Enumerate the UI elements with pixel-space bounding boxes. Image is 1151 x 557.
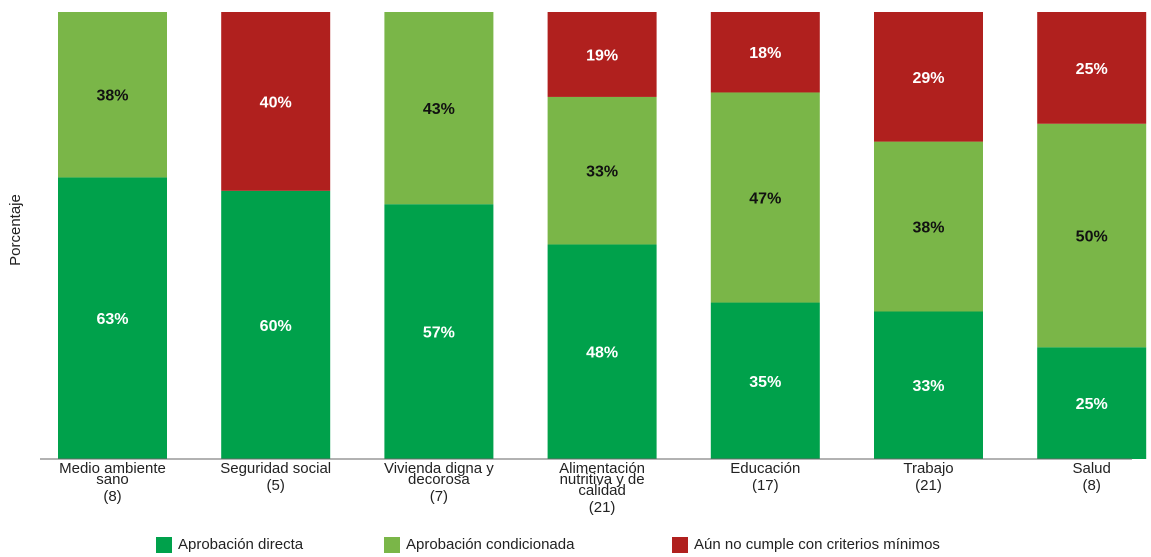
bar-segment-aprobacion-condicionada-educacion — [710, 92, 820, 303]
x-tick-label-medio-ambiente-sano-line-1: Medio ambiente — [59, 460, 166, 477]
bar-segment-aprobacion-condicionada-salud — [1037, 123, 1147, 348]
legend-swatch-aprobacion-condicionada — [384, 536, 400, 553]
data-label-aprobacion-directa-seguridad-social: 60% — [260, 318, 292, 335]
bar-segment-aprobacion-condicionada-alimentacion-nutritiva-y-de-calidad — [547, 96, 657, 245]
bar-segment-aun-no-cumple-con-criterios-minimos-alimentacion-nutritiva-y-de-calidad — [547, 12, 657, 97]
x-tick-label-salud-line-1: Salud — [1073, 460, 1111, 477]
x-tick-count-educacion: (17) — [752, 477, 779, 494]
bar-segment-aun-no-cumple-con-criterios-minimos-trabajo — [874, 12, 983, 142]
x-tick-label-alimentacion-nutritiva-y-de-calidad-line-2: nutritiva y de — [560, 471, 645, 488]
data-label-aprobacion-directa-medio-ambiente-sano: 63% — [96, 311, 128, 328]
data-label-aprobacion-condicionada-alimentacion-nutritiva-y-de-calidad: 33% — [586, 164, 618, 181]
data-label-aprobacion-condicionada-vivienda-digna-y-decorosa: 43% — [423, 101, 455, 118]
legend-item-aprobacion-condicionada: Aprobación condicionada — [384, 536, 574, 553]
data-label-aprobacion-condicionada-trabajo: 38% — [912, 220, 944, 237]
x-tick-count-salud: (8) — [1083, 477, 1101, 494]
bar-segment-aprobacion-directa-educacion — [710, 302, 820, 459]
x-tick-count-trabajo: (21) — [915, 477, 942, 494]
x-tick-label-alimentacion-nutritiva-y-de-calidad-line-3: calidad — [578, 482, 626, 499]
x-tick-count-alimentacion-nutritiva-y-de-calidad: (21) — [589, 499, 616, 516]
x-tick-label-educacion-line-1: Educación — [730, 460, 800, 477]
chart-canvas: Porcentaje 63% 38% 60% 40% 57% 43% 48% 33% 19% 35… — [7, 12, 1147, 516]
bar-segment-aprobacion-condicionada-trabajo — [874, 141, 983, 312]
legend-label-aun-no-cumple: Aún no cumple con criterios mínimos — [694, 536, 940, 553]
data-label-aun-no-cumple-con-criterios-minimos-educacion: 18% — [749, 45, 781, 62]
bar-segment-aprobacion-condicionada-medio-ambiente-sano — [58, 12, 167, 178]
data-label-aprobacion-condicionada-salud: 50% — [1076, 229, 1108, 246]
data-label-aprobacion-directa-educacion: 35% — [749, 374, 781, 391]
x-tick-count-vivienda-digna-y-decorosa: (7) — [430, 488, 448, 505]
bar-segment-aun-no-cumple-con-criterios-minimos-salud — [1037, 12, 1147, 124]
x-tick-label-alimentacion-nutritiva-y-de-calidad-line-1: Alimentación — [559, 460, 645, 477]
bar-segment-aprobacion-directa-trabajo — [874, 311, 983, 459]
bar-segment-aun-no-cumple-con-criterios-minimos-educacion — [710, 12, 820, 93]
bar-segment-aprobacion-directa-medio-ambiente-sano — [58, 177, 167, 459]
data-label-aprobacion-condicionada-educacion: 47% — [749, 191, 781, 208]
data-label-aprobacion-directa-salud: 25% — [1076, 396, 1108, 413]
data-label-aprobacion-directa-vivienda-digna-y-decorosa: 57% — [423, 325, 455, 342]
data-label-aun-no-cumple-con-criterios-minimos-seguridad-social: 40% — [260, 94, 292, 111]
bar-segment-aprobacion-directa-salud — [1037, 347, 1147, 459]
data-label-aun-no-cumple-con-criterios-minimos-salud: 25% — [1076, 61, 1108, 78]
data-label-aprobacion-condicionada-medio-ambiente-sano: 38% — [96, 88, 128, 105]
x-tick-label-seguridad-social-line-1: Seguridad social — [220, 460, 331, 477]
data-label-aun-no-cumple-con-criterios-minimos-alimentacion-nutritiva-y-de-calidad: 19% — [586, 47, 618, 64]
bar-segment-aprobacion-directa-seguridad-social — [221, 190, 331, 460]
x-tick-label-medio-ambiente-sano-line-2: sano — [96, 471, 129, 488]
x-tick-label-vivienda-digna-y-decorosa-line-1: Vivienda digna y — [384, 460, 494, 477]
y-axis-label: Porcentaje — [7, 194, 24, 266]
bar-segment-aprobacion-condicionada-vivienda-digna-y-decorosa — [384, 12, 494, 205]
bar-segment-aprobacion-directa-alimentacion-nutritiva-y-de-calidad — [547, 244, 657, 459]
legend: Aprobación directa Aprobación condiciona… — [0, 536, 1151, 556]
x-tick-count-medio-ambiente-sano: (8) — [103, 488, 121, 505]
legend-swatch-aprobacion-directa — [156, 536, 172, 553]
x-tick-label-vivienda-digna-y-decorosa-line-2: decorosa — [408, 471, 470, 488]
legend-item-aprobacion-directa: Aprobación directa — [156, 536, 303, 553]
x-tick-label-trabajo-line-1: Trabajo — [903, 460, 953, 477]
data-label-aprobacion-directa-trabajo: 33% — [912, 378, 944, 395]
legend-swatch-aun-no-cumple — [672, 536, 688, 553]
bar-segment-aun-no-cumple-con-criterios-minimos-seguridad-social — [221, 12, 331, 191]
bar-segment-aprobacion-directa-vivienda-digna-y-decorosa — [384, 204, 494, 459]
legend-item-aun-no-cumple: Aún no cumple con criterios mínimos — [672, 536, 940, 553]
bars-group: 63% 38% 60% 40% 57% 43% 48% 33% 19% 35% 47% 18% 33% 3… — [58, 12, 1147, 460]
legend-label-aprobacion-condicionada: Aprobación condicionada — [406, 536, 575, 553]
data-label-aprobacion-directa-alimentacion-nutritiva-y-de-calidad: 48% — [586, 345, 618, 362]
data-label-aun-no-cumple-con-criterios-minimos-trabajo: 29% — [912, 70, 944, 87]
legend-label-aprobacion-directa: Aprobación directa — [178, 536, 304, 553]
x-tick-count-seguridad-social: (5) — [267, 477, 285, 494]
